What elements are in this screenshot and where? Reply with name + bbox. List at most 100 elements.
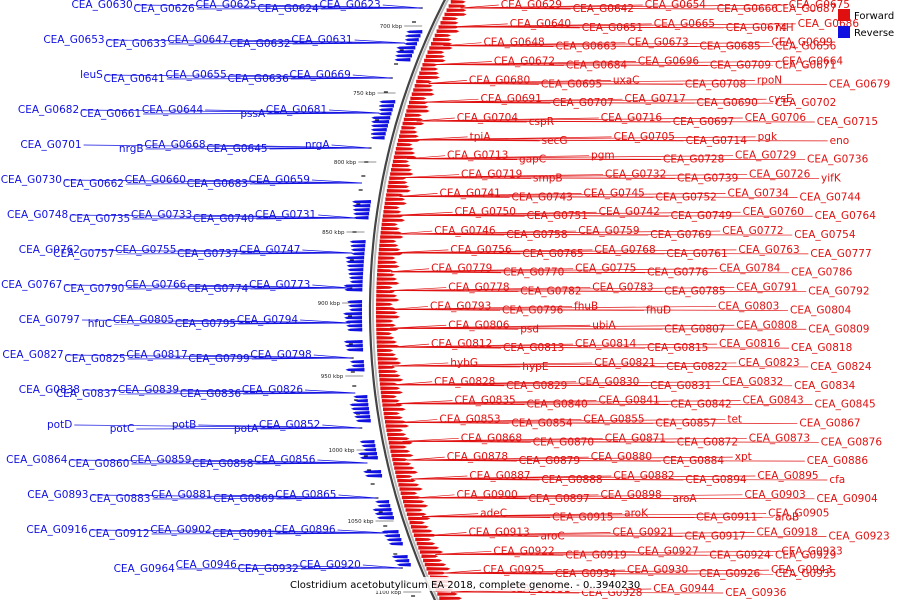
forward-gene-label: CEA_G0876 (821, 436, 883, 448)
reverse-gene-arrow (353, 216, 369, 220)
forward-gene-arrow (376, 331, 392, 336)
forward-gene-arrow (422, 63, 438, 67)
forward-gene-arrow (406, 109, 430, 113)
genome-backbone (368, 0, 449, 600)
forward-label-connector (394, 230, 433, 235)
forward-gene-label: CEA_G0726 (749, 169, 811, 181)
reverse-gene-arrow (347, 268, 364, 272)
reverse-gene-arrow (378, 104, 394, 108)
forward-gene-label: CEA_G0803 (718, 300, 779, 312)
forward-gene-arrow (380, 235, 404, 239)
reverse-gene-arrow (359, 456, 378, 460)
forward-gene-label: gapC (519, 154, 546, 166)
reverse-label-connector (317, 459, 368, 464)
backbone-arc (368, 0, 447, 600)
reverse-gene-arrow (396, 46, 416, 50)
reverse-gene-arrow (352, 208, 370, 212)
reverse-gene-label: CEA_G0837 (56, 388, 117, 400)
forward-gene-arrow (397, 478, 416, 483)
reverse-label-connector (116, 252, 353, 255)
forward-gene-arrow (381, 399, 400, 403)
forward-gene-arrow (419, 550, 444, 554)
reverse-gene-label: potA (234, 423, 259, 435)
forward-gene-label: tpiA (470, 131, 492, 143)
forward-gene-arrow (446, 8, 467, 12)
forward-label-connector (435, 550, 492, 555)
forward-gene-arrow (425, 54, 445, 59)
label-connectors (63, 4, 828, 594)
legend-forward-label: Forward (854, 11, 894, 22)
forward-label-connector (402, 437, 459, 442)
forward-gene-arrow (378, 369, 398, 374)
forward-gene-label: CEA_G0764 (815, 210, 877, 222)
forward-gene-arrow (406, 512, 427, 516)
reverse-label-connector (114, 322, 351, 325)
reverse-gene-arrow (350, 248, 365, 252)
reverse-gene-label: CEA_G0757 (53, 248, 114, 260)
forward-gene-arrow (376, 323, 396, 327)
reverse-label-connector (302, 249, 353, 254)
forward-label-connector (422, 516, 774, 518)
forward-label-connector (399, 196, 798, 198)
forward-gene-label: CEA_G0772 (722, 225, 783, 237)
reverse-gene-arrow (388, 542, 403, 546)
forward-gene-arrow (401, 495, 422, 500)
reverse-gene-arrow (346, 324, 363, 328)
reverse-gene-label: CEA_G0660 (125, 174, 186, 186)
forward-label-connector (402, 440, 819, 443)
forward-gene-label: CEA_G0882 (613, 470, 674, 482)
forward-label-connector (390, 324, 735, 329)
forward-gene-arrow (414, 84, 433, 88)
reverse-gene-label: CEA_G0668 (144, 139, 205, 151)
forward-gene-label: CEA_G0672 (494, 56, 555, 68)
forward-gene-label: CEA_G0924 (709, 549, 771, 561)
forward-gene-label: CEA_G0770 (503, 267, 564, 279)
reverse-gene-arrow (363, 448, 377, 452)
forward-gene-arrow (383, 210, 402, 214)
forward-gene-label: CEA_G0680 (469, 74, 530, 86)
forward-gene-label: CEA_G0823 (738, 357, 799, 369)
forward-gene-label: CEA_G0656 (775, 41, 837, 53)
reverse-gene-arrow (348, 304, 363, 308)
reverse-gene-label: CEA_G0920 (300, 559, 361, 571)
reverse-gene-label: CEA_G0683 (187, 178, 248, 190)
forward-gene-arrow (403, 117, 423, 122)
forward-gene-arrow (409, 520, 426, 525)
forward-label-connector (392, 249, 449, 254)
reverse-label-connector (81, 109, 380, 114)
forward-gene-arrow (384, 420, 406, 424)
reverse-gene-arrow (349, 280, 363, 284)
reverse-gene-arrow (348, 276, 363, 280)
reverse-gene-label: CEA_G0912 (88, 528, 149, 540)
forward-gene-label: CEA_G0873 (749, 432, 810, 444)
forward-gene-label: CEA_G0888 (541, 474, 602, 486)
forward-gene-label: CEA_G0943 (771, 564, 832, 576)
forward-gene-arrow (392, 457, 408, 462)
forward-gene-arrow (442, 16, 459, 21)
forward-gene-arrow (377, 352, 396, 357)
forward-gene-arrow (410, 96, 427, 101)
forward-gene-label: CEA_G0933 (781, 545, 842, 557)
forward-gene-label: CEA_G0732 (605, 169, 666, 181)
forward-gene-arrow (405, 113, 422, 117)
forward-gene-arrow (391, 163, 411, 168)
reverse-label-connector (65, 354, 352, 359)
forward-gene-label: aroK (624, 508, 649, 520)
forward-gene-arrow (410, 525, 429, 529)
forward-label-connector (391, 271, 790, 274)
forward-gene-label: CEA_G0821 (594, 357, 655, 369)
forward-gene-label: CEA_G0809 (808, 323, 869, 335)
forward-gene-label: CEA_G0785 (664, 286, 725, 298)
forward-gene-label: yifK (821, 173, 842, 185)
reverse-gene-label: CEA_G0636 (228, 73, 290, 85)
forward-gene-label: CEA_G0736 (807, 154, 869, 166)
forward-gene-label: CEA_G0743 (512, 191, 573, 203)
forward-gene-arrow (417, 75, 440, 80)
reverse-gene-arrow (394, 58, 411, 62)
reverse-gene-label: CEA_G0645 (206, 143, 267, 155)
forward-label-connector (396, 400, 741, 404)
forward-gene-arrow (400, 491, 418, 495)
forward-label-connector (406, 456, 445, 461)
forward-gene-arrow (418, 546, 440, 550)
forward-gene-arrow (416, 541, 436, 546)
